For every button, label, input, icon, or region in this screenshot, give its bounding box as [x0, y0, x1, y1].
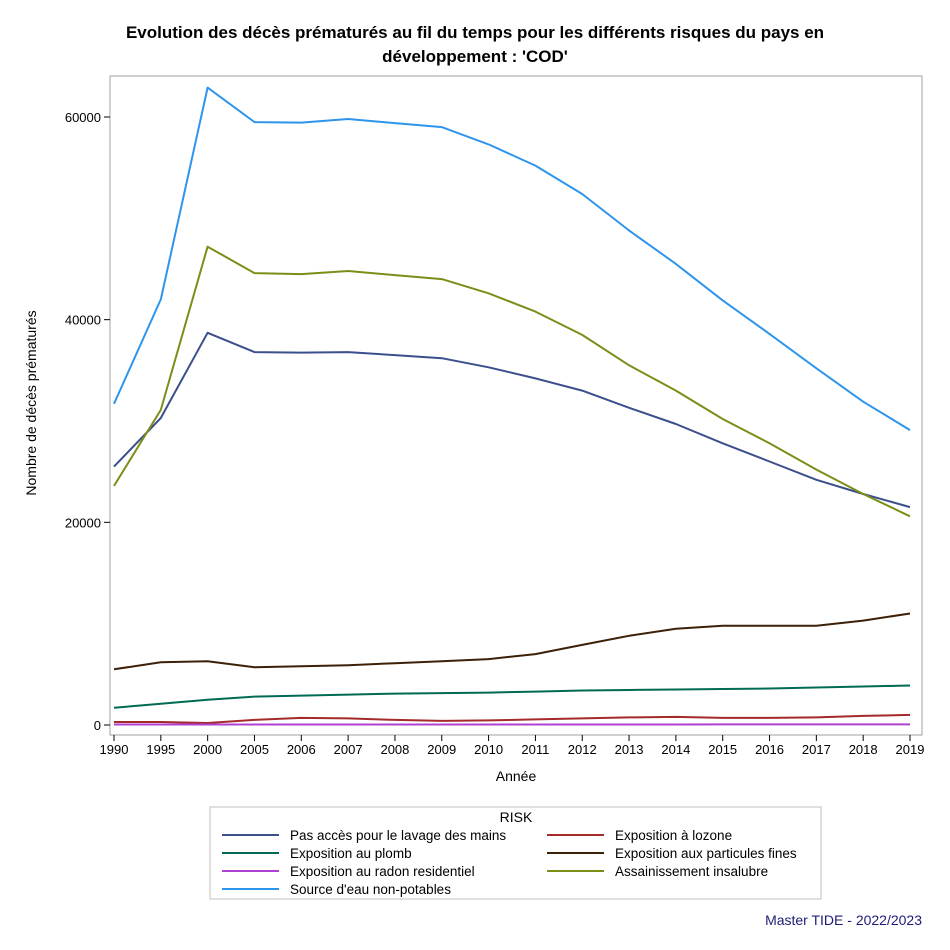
y-axis: 0 20000 40000 60000 — [65, 110, 110, 733]
footer-credit: Master TIDE - 2022/2023 — [765, 912, 922, 928]
series-line-7 — [113, 86, 911, 431]
y-tick-label: 20000 — [65, 515, 101, 530]
x-tick-label: 2015 — [708, 742, 737, 757]
x-tick-label: 2014 — [661, 742, 690, 757]
x-tick-label: 2008 — [380, 742, 409, 757]
legend-item-label: Exposition à lozone — [615, 828, 732, 843]
series-line-4 — [113, 612, 911, 671]
legend-item-label: Source d'eau non-potables — [290, 882, 451, 897]
plot-area — [109, 75, 923, 736]
legend: RISK Pas accès pour le lavage des mains E… — [209, 806, 822, 900]
legend-item-label: Exposition au radon residentiel — [290, 864, 475, 879]
x-tick-label: 2013 — [615, 742, 644, 757]
legend-item-label: Exposition aux particules fines — [615, 846, 797, 861]
x-tick-label: 2011 — [521, 742, 549, 757]
chart-title-line2: développement : 'COD' — [382, 47, 568, 66]
y-tick-label: 40000 — [65, 313, 101, 328]
legend-title: RISK — [500, 809, 533, 825]
x-axis: 1990 1995 2000 2005 2006 2007 2008 2009 2010 2011… — [100, 735, 925, 757]
legend-item-label: Assainissement insalubre — [615, 864, 768, 879]
x-tick-label: 2000 — [193, 742, 222, 757]
chart-title-line1: Evolution des décès prématurés au fil du… — [126, 23, 824, 42]
y-axis-label: Nombre de décès prématurés — [23, 310, 39, 495]
legend-item-label: Exposition au plomb — [290, 846, 412, 861]
x-tick-label: 2007 — [334, 742, 363, 757]
y-tick-label: 0 — [94, 718, 101, 733]
series-line-2 — [114, 713, 911, 724]
legend-box — [209, 806, 822, 900]
x-tick-label: 2018 — [849, 742, 878, 757]
x-tick-label: 2009 — [427, 742, 456, 757]
series-line-3 — [113, 684, 911, 709]
x-tick-label: 2010 — [474, 742, 503, 757]
x-axis-label: Année — [496, 768, 537, 784]
x-tick-label: 2012 — [568, 742, 597, 757]
x-tick-label: 2016 — [755, 742, 784, 757]
y-tick-label: 60000 — [65, 110, 101, 125]
series-line-6 — [113, 245, 911, 518]
legend-item-label: Pas accès pour le lavage des mains — [290, 828, 506, 843]
x-tick-label: 1995 — [146, 742, 175, 757]
x-tick-label: 2017 — [802, 742, 831, 757]
x-tick-label: 1990 — [100, 742, 129, 757]
x-tick-label: 2019 — [896, 742, 925, 757]
series-lines — [113, 86, 911, 726]
x-tick-label: 2006 — [287, 742, 316, 757]
series-line-1 — [113, 331, 911, 509]
x-tick-label: 2005 — [240, 742, 269, 757]
